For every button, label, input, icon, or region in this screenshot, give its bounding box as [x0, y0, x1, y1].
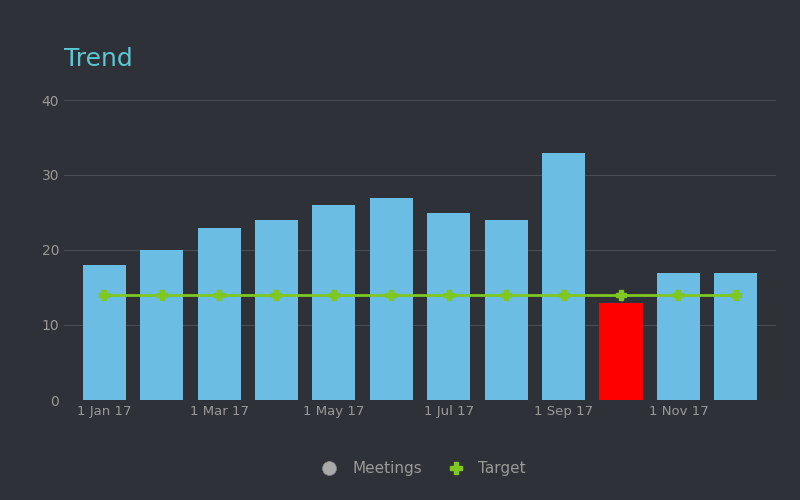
Bar [599, 302, 642, 400]
Bar [427, 212, 470, 400]
Bar [714, 272, 758, 400]
Text: Trend: Trend [64, 46, 133, 70]
Bar [82, 265, 126, 400]
Bar [370, 198, 413, 400]
Bar [255, 220, 298, 400]
Bar [312, 205, 355, 400]
Bar [198, 228, 241, 400]
Bar [542, 152, 585, 400]
Legend: Meetings, Target: Meetings, Target [308, 455, 532, 482]
Bar [657, 272, 700, 400]
Bar [485, 220, 528, 400]
Bar [140, 250, 183, 400]
